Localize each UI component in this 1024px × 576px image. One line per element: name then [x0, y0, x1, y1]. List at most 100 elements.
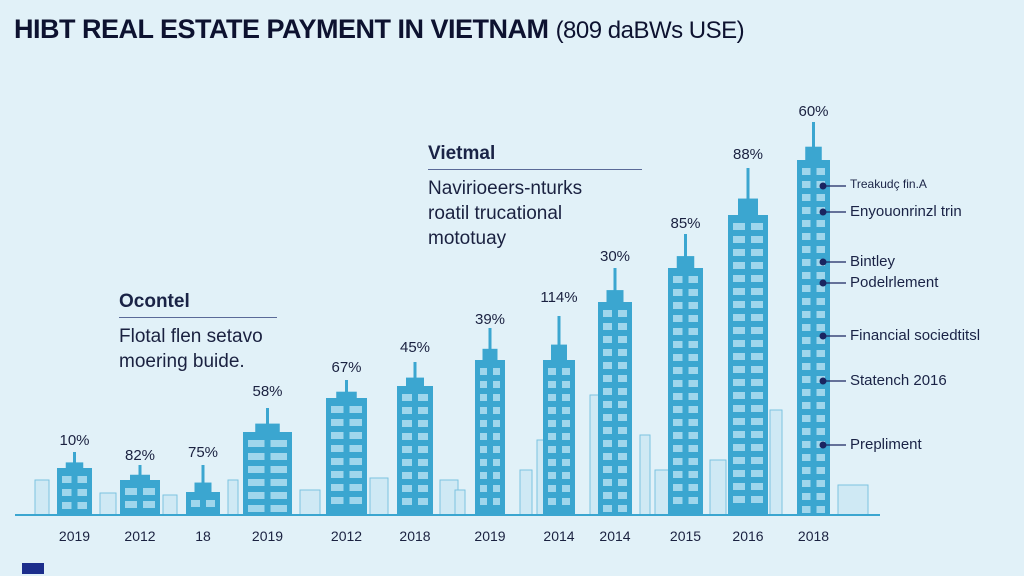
building-window — [480, 433, 487, 440]
building-window — [816, 298, 825, 305]
value-label: 30% — [600, 248, 630, 265]
building-window — [562, 472, 570, 479]
building-window — [673, 315, 683, 322]
building-window — [751, 353, 763, 360]
callout-label: Statench 2016 — [850, 372, 947, 389]
building-window — [733, 223, 745, 230]
building-bar — [186, 492, 220, 515]
building-window — [618, 427, 627, 434]
building-window — [802, 285, 811, 292]
building-window — [688, 289, 698, 296]
building-window — [603, 453, 612, 460]
building-window — [493, 394, 500, 401]
building-window — [688, 341, 698, 348]
building-window — [603, 479, 612, 486]
building-window — [816, 337, 825, 344]
building-window — [603, 388, 612, 395]
building-window — [548, 446, 556, 453]
building-window — [349, 471, 362, 478]
building-window — [349, 497, 362, 504]
building-window — [62, 502, 72, 509]
building-window — [688, 406, 698, 413]
building-window — [751, 457, 763, 464]
building-window — [603, 414, 612, 421]
value-label: 60% — [798, 103, 828, 120]
background-building — [34, 479, 50, 516]
building-window — [143, 501, 155, 508]
building-window — [603, 505, 612, 512]
building-window — [418, 433, 428, 440]
value-label: 114% — [540, 289, 577, 306]
building-window — [331, 484, 344, 491]
building-window — [603, 362, 612, 369]
building-crown — [738, 198, 758, 215]
building-window — [562, 498, 570, 505]
building-window — [331, 471, 344, 478]
background-building — [639, 434, 651, 516]
building-window — [688, 471, 698, 478]
building-window — [751, 314, 763, 321]
building-window — [125, 488, 137, 495]
background-building — [837, 484, 869, 516]
building-window — [802, 441, 811, 448]
building-window — [402, 407, 412, 414]
building-window — [562, 459, 570, 466]
title-subtitle: (809 daBWs USE) — [555, 17, 745, 44]
building-window — [751, 405, 763, 412]
building-window — [562, 394, 570, 401]
building-window — [418, 446, 428, 453]
value-label: 82% — [125, 447, 155, 464]
building-window — [562, 407, 570, 414]
building-window — [816, 467, 825, 474]
building-window — [688, 484, 698, 491]
building-window — [688, 328, 698, 335]
building-window — [673, 406, 683, 413]
building-window — [480, 498, 487, 505]
x-tick-label: 2019 — [474, 528, 505, 544]
building-window — [248, 453, 265, 460]
building-window — [562, 420, 570, 427]
building-window — [62, 476, 72, 483]
building-window — [751, 327, 763, 334]
building-window — [603, 401, 612, 408]
building-window — [688, 445, 698, 452]
building-window — [802, 298, 811, 305]
building-window — [733, 392, 745, 399]
building-window — [548, 485, 556, 492]
value-label: 58% — [252, 383, 282, 400]
building-crown — [336, 391, 357, 398]
building-window — [480, 446, 487, 453]
building-window — [562, 433, 570, 440]
note-line: mototuay — [428, 228, 507, 249]
building-window — [751, 379, 763, 386]
building-window — [248, 466, 265, 473]
x-tick-label: 2012 — [331, 528, 362, 544]
building-window — [802, 493, 811, 500]
building-window — [480, 459, 487, 466]
building-crown — [194, 482, 212, 492]
building-window — [618, 453, 627, 460]
building-window — [802, 376, 811, 383]
building-window — [618, 505, 627, 512]
building-window — [733, 418, 745, 425]
building-window — [673, 458, 683, 465]
building-window — [673, 484, 683, 491]
building-window — [816, 389, 825, 396]
building-window — [816, 246, 825, 253]
building-window — [751, 444, 763, 451]
x-tick-label: 2015 — [670, 528, 701, 544]
building-window — [603, 492, 612, 499]
building-window — [816, 454, 825, 461]
building-window — [331, 419, 344, 426]
building-window — [270, 479, 287, 486]
building-window — [688, 393, 698, 400]
building-window — [418, 420, 428, 427]
x-tick-label: 2018 — [399, 528, 430, 544]
building-window — [603, 336, 612, 343]
building-window — [751, 262, 763, 269]
background-building — [99, 492, 117, 516]
building-window — [562, 368, 570, 375]
x-tick-label: 2012 — [124, 528, 155, 544]
building-window — [493, 420, 500, 427]
building-window — [77, 489, 87, 496]
